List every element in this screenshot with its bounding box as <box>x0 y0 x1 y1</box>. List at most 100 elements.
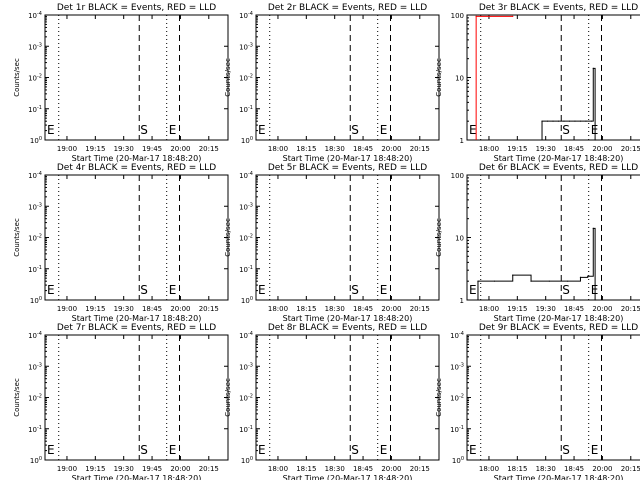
y-tick-label: 10-4 <box>28 11 42 20</box>
y-axis-label: Counts/sec <box>435 378 443 417</box>
x-axis-label: Start Time (20-Mar-17 18:48:20) <box>72 474 202 480</box>
y-tick-label: 10-1 <box>239 425 253 434</box>
x-tick-label: 18:00 <box>268 465 288 473</box>
series-point <box>585 120 587 122</box>
x-tick-label: 19:15 <box>85 145 105 153</box>
end-marker-label: E <box>169 123 177 137</box>
x-tick-label: 18:30 <box>536 465 556 473</box>
x-tick-label: 18:15 <box>507 465 527 473</box>
x-tick-label: 18:15 <box>296 465 316 473</box>
x-tick-label: 20:00 <box>592 305 612 313</box>
end-marker-label: E <box>169 283 177 297</box>
x-tick-label: 19:30 <box>114 465 134 473</box>
y-tick-label: 10-1 <box>450 425 464 434</box>
x-tick-label: 20:15 <box>621 305 640 313</box>
y-tick-label: 10-2 <box>28 74 42 83</box>
panel-title: Det 8r BLACK = Events, RED = LLD <box>268 323 427 333</box>
y-axis-label: Counts/sec <box>224 218 232 257</box>
y-tick-label: 10 <box>455 235 464 243</box>
x-tick-label: 19:45 <box>142 145 162 153</box>
y-tick-label: 10-1 <box>28 425 42 434</box>
x-tick-label: 19:30 <box>536 145 556 153</box>
x-tick-label: 20:00 <box>592 145 612 153</box>
x-tick-label: 19:00 <box>57 145 77 153</box>
y-tick-label: 10-3 <box>28 202 42 211</box>
panel-det-7: Det 7r BLACK = Events, RED = LLD 100 10-1 1… <box>13 323 229 480</box>
x-axis-label: Start Time (20-Mar-17 18:48:20) <box>72 154 202 163</box>
y-axis-label: Counts/sec <box>13 378 21 417</box>
y-tick-label: 10-2 <box>450 394 464 403</box>
x-axis-label: Start Time (20-Mar-17 18:48:20) <box>494 314 624 323</box>
panel-det-8: Det 8r BLACK = Events, RED = LLD 100 10-1 1… <box>224 323 440 480</box>
plot-frame <box>466 334 640 461</box>
panel-title: Det 9r BLACK = Events, RED = LLD <box>479 323 638 333</box>
y-tick-label: 10-3 <box>28 42 42 51</box>
y-axis-label: Counts/sec <box>224 58 232 97</box>
y-tick-label: 10-4 <box>28 331 42 340</box>
series-point <box>475 15 477 17</box>
x-tick-label: 18:00 <box>479 145 499 153</box>
y-tick-label: 10-2 <box>28 234 42 243</box>
series-point <box>546 120 549 122</box>
end-marker-label: E <box>591 443 599 457</box>
start-marker-label: E <box>469 123 477 137</box>
end-marker-label: E <box>380 443 388 457</box>
series-line-0 <box>477 227 596 300</box>
y-tick-label: 10-4 <box>239 11 253 20</box>
y-tick-label: 100 <box>241 456 253 465</box>
y-tick-label: 10-3 <box>450 362 464 371</box>
series-line-1 <box>475 15 513 140</box>
series-point <box>541 120 543 122</box>
y-tick-label: 10-1 <box>239 105 253 114</box>
start-marker-label: E <box>258 443 266 457</box>
y-tick-label: 100 <box>451 172 464 180</box>
x-tick-label: 18:45 <box>564 145 584 153</box>
sun-marker-label: S <box>140 283 148 297</box>
y-tick-label: 10-4 <box>239 171 253 180</box>
series-point <box>579 276 582 278</box>
start-marker-label: E <box>258 283 266 297</box>
plot-frame <box>255 174 440 301</box>
x-tick-label: 18:45 <box>353 145 373 153</box>
x-tick-label: 20:15 <box>410 145 430 153</box>
series-point <box>552 120 554 122</box>
y-tick-label: 1 <box>460 137 464 145</box>
x-axis-label: Start Time (20-Mar-17 18:48:20) <box>72 314 202 323</box>
end-marker-label: E <box>591 283 599 297</box>
y-tick-label: 100 <box>30 136 42 145</box>
sun-marker-label: S <box>562 443 570 457</box>
panel-det-6: Det 6r BLACK = Events, RED = LLD 1 10 100 Co… <box>435 163 640 323</box>
y-tick-label: 100 <box>452 456 464 465</box>
x-tick-label: 18:00 <box>268 145 288 153</box>
panel-title: Det 1r BLACK = Events, RED = LLD <box>57 3 216 13</box>
panel-det-4: Det 4r BLACK = Events, RED = LLD 100 10-1 1… <box>13 163 229 323</box>
x-tick-label: 20:00 <box>381 145 401 153</box>
x-tick-label: 19:15 <box>507 145 527 153</box>
x-tick-label: 18:45 <box>353 465 373 473</box>
x-tick-label: 19:00 <box>57 305 77 313</box>
panel-det-1: Det 1r BLACK = Events, RED = LLD 100 10-1 1… <box>13 3 229 163</box>
y-tick-label: 100 <box>30 456 42 465</box>
y-tick-label: 10-4 <box>239 331 253 340</box>
y-axis-label: Counts/sec <box>224 378 232 417</box>
y-tick-label: 10-2 <box>239 74 253 83</box>
x-tick-label: 19:45 <box>142 465 162 473</box>
x-tick-label: 18:30 <box>325 145 345 153</box>
x-tick-label: 20:15 <box>410 465 430 473</box>
x-axis-label: Start Time (20-Mar-17 18:48:20) <box>283 474 413 480</box>
y-axis-label: Counts/sec <box>13 218 21 257</box>
x-tick-label: 20:00 <box>170 305 190 313</box>
x-tick-label: 19:30 <box>536 305 556 313</box>
x-tick-label: 18:45 <box>564 305 584 313</box>
x-tick-label: 18:15 <box>296 305 316 313</box>
start-marker-label: E <box>469 443 477 457</box>
y-tick-label: 100 <box>241 136 253 145</box>
panel-title: Det 6r BLACK = Events, RED = LLD <box>479 163 638 173</box>
plot-frame <box>255 334 440 461</box>
series-point <box>477 280 479 282</box>
x-tick-label: 18:15 <box>296 145 316 153</box>
sun-marker-label: S <box>351 123 359 137</box>
x-tick-label: 19:15 <box>507 305 527 313</box>
y-tick-label: 10-2 <box>239 234 253 243</box>
series-point <box>592 67 594 69</box>
